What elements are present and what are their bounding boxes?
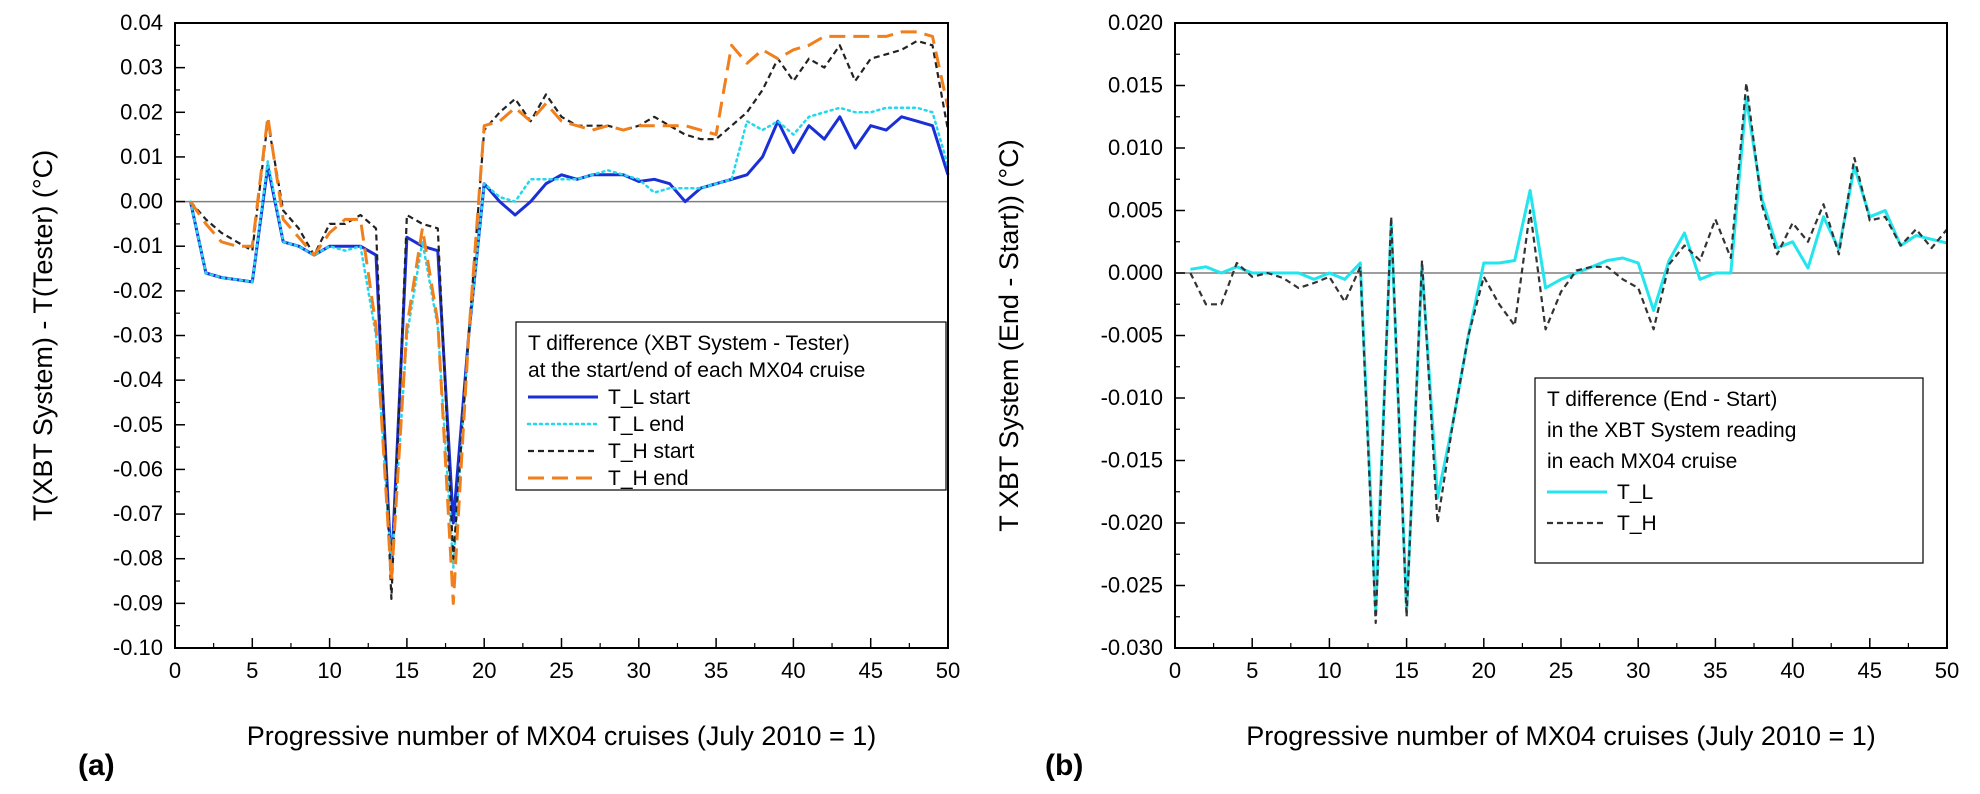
legend-title-line-2: in the XBT System reading	[1547, 419, 1796, 442]
panel-a-chart: 0 5 10 15 20 25 30 35 40 45 50 0.04 0.03 0.02 0.01 0.00…	[28, 10, 960, 782]
y-tick-label: -0.005	[1101, 323, 1163, 348]
y-tick-label: 0.015	[1108, 73, 1163, 98]
y-axis-title: T XBT System (End - Start)) (°C)	[994, 139, 1024, 531]
y-tick-label: -0.10	[113, 635, 163, 660]
y-tick-label: -0.030	[1101, 635, 1163, 660]
y-tick-label: -0.04	[113, 367, 163, 392]
y-tick-label: -0.07	[113, 501, 163, 526]
legend-box	[515, 321, 947, 491]
axis-ticks: 0 5 10 15 20 25 30 35 40 45 50 0.020 0.015 0.010 0.005…	[1101, 10, 1960, 683]
y-tick-label: 0.005	[1108, 198, 1163, 223]
x-tick-label: 25	[549, 658, 573, 683]
x-tick-label: 35	[704, 658, 728, 683]
x-tick-label: 50	[1935, 658, 1959, 683]
legend: T difference (End - Start) in the XBT Sy…	[1534, 377, 1924, 564]
y-tick-label: -0.020	[1101, 510, 1163, 535]
x-tick-label: 0	[169, 658, 181, 683]
panel-label-b: (b)	[1045, 749, 1083, 782]
x-tick-label: 20	[472, 658, 496, 683]
y-tick-label: -0.08	[113, 546, 163, 571]
x-tick-label: 30	[627, 658, 651, 683]
x-tick-label: 45	[858, 658, 882, 683]
x-tick-label: 15	[1394, 658, 1418, 683]
y-tick-label: 0.010	[1108, 135, 1163, 160]
legend-box	[1534, 377, 1924, 564]
x-tick-label: 35	[1703, 658, 1727, 683]
series-line-t-h-end	[189, 30, 950, 605]
x-axis-title: Progressive number of MX04 cruises (July…	[247, 721, 877, 751]
y-tick-label: 0.00	[120, 189, 163, 214]
y-tick-label: -0.025	[1101, 573, 1163, 598]
y-tick-label: 0.03	[120, 55, 163, 80]
x-tick-label: 5	[1246, 658, 1258, 683]
legend-label-t-h-start: T_H start	[608, 440, 695, 463]
axis-ticks: 0 5 10 15 20 25 30 35 40 45 50 0.04 0.03 0.02 0.01 0.00…	[113, 10, 960, 683]
legend-label-t-h-end: T_H end	[608, 467, 689, 490]
y-tick-label: -0.05	[113, 412, 163, 437]
panel-b-chart: 0 5 10 15 20 25 30 35 40 45 50 0.020 0.015 0.010 0.005…	[994, 10, 1959, 782]
legend-label-t-l: T_L	[1617, 481, 1653, 504]
y-tick-label: -0.01	[113, 233, 163, 258]
y-tick-label: -0.015	[1101, 448, 1163, 473]
legend-title-line-3: in each MX04 cruise	[1547, 450, 1737, 473]
panel-label-a: (a)	[78, 749, 115, 782]
y-tick-label: -0.02	[113, 278, 163, 303]
y-tick-label: -0.010	[1101, 385, 1163, 410]
legend-label-t-l-start: T_L start	[608, 386, 690, 409]
x-tick-label: 30	[1626, 658, 1650, 683]
legend-title-line-1: T difference (XBT System - Tester)	[528, 332, 850, 355]
legend-label-t-h: T_H	[1617, 512, 1657, 535]
y-tick-label: -0.06	[113, 456, 163, 481]
legend-title-line-1: T difference (End - Start)	[1547, 388, 1777, 411]
x-tick-label: 15	[395, 658, 419, 683]
y-tick-label: 0.04	[120, 10, 163, 35]
legend-label-t-l-end: T_L end	[608, 413, 684, 436]
y-tick-label: 0.020	[1108, 10, 1163, 35]
y-tick-label: -0.09	[113, 590, 163, 615]
x-tick-label: 0	[1169, 658, 1181, 683]
y-tick-label: -0.03	[113, 323, 163, 348]
x-tick-label: 5	[246, 658, 258, 683]
x-axis-title: Progressive number of MX04 cruises (July…	[1246, 721, 1876, 751]
x-tick-label: 40	[781, 658, 805, 683]
x-tick-label: 50	[936, 658, 960, 683]
x-tick-label: 45	[1858, 658, 1882, 683]
x-tick-label: 25	[1549, 658, 1573, 683]
legend: T difference (XBT System - Tester) at th…	[515, 321, 947, 491]
y-tick-label: 0.01	[120, 144, 163, 169]
series-line-t-h	[1189, 81, 1948, 625]
panel-a-series-group	[189, 30, 950, 605]
x-tick-label: 10	[1317, 658, 1341, 683]
y-tick-label: 0.02	[120, 99, 163, 124]
y-tick-label: 0.000	[1108, 260, 1163, 285]
series-line-t-l	[1190, 96, 1948, 612]
x-tick-label: 20	[1472, 658, 1496, 683]
y-axis-title: T(XBT System) - T(Tester) (°C)	[28, 150, 58, 521]
x-tick-label: 10	[317, 658, 341, 683]
legend-title-line-2: at the start/end of each MX04 cruise	[528, 359, 865, 382]
x-tick-label: 40	[1780, 658, 1804, 683]
panel-b-series-group	[1189, 81, 1948, 625]
